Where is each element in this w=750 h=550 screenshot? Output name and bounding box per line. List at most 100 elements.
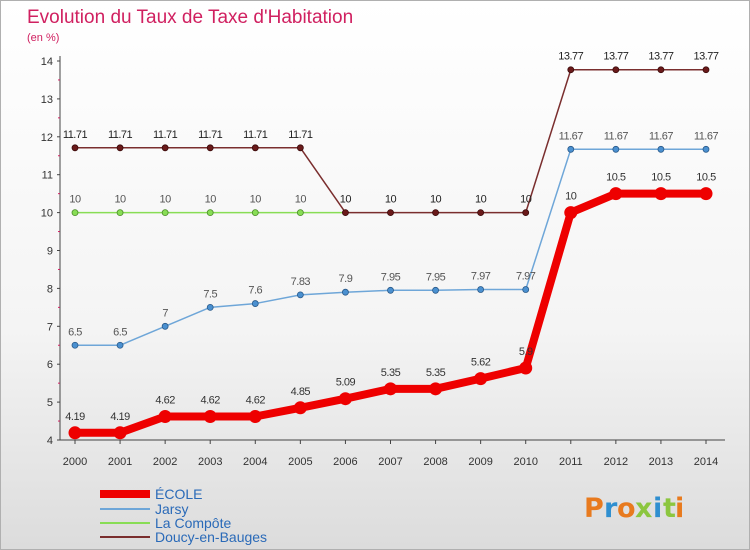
data-point: [206, 209, 214, 217]
data-label: 10: [475, 194, 487, 206]
data-label: 13.77: [648, 51, 673, 63]
y-tick-label: 14: [41, 56, 53, 68]
data-label: 10: [114, 194, 126, 206]
data-point: [161, 144, 169, 152]
data-point: [702, 66, 710, 74]
data-label: 7.95: [381, 271, 401, 283]
data-point: [612, 66, 620, 74]
logo-letter: t: [663, 493, 676, 524]
x-tick-label: 2009: [468, 456, 492, 468]
data-label: 7.95: [426, 271, 446, 283]
data-label: 13.77: [603, 51, 628, 63]
data-label: 11.67: [649, 130, 674, 142]
data-label: 10: [565, 191, 577, 203]
x-tick-label: 2001: [108, 456, 132, 468]
data-label: 11.71: [63, 129, 88, 141]
data-point: [612, 145, 620, 153]
data-point: [251, 300, 259, 307]
data-point: [206, 303, 214, 311]
data-point: [432, 209, 439, 217]
data-point: [116, 341, 124, 349]
data-point: [342, 209, 349, 217]
data-label: 7: [162, 307, 168, 319]
y-tick-label: 6: [47, 359, 53, 371]
data-label: 11.67: [694, 130, 719, 142]
y-tick-label: 10: [41, 208, 53, 220]
data-label: 6.5: [68, 326, 82, 338]
data-label: 10.5: [606, 172, 626, 184]
x-tick-label: 2003: [198, 456, 222, 468]
data-label: 11.67: [559, 130, 584, 142]
x-tick-label: 2014: [694, 456, 718, 468]
data-label: 7.5: [203, 288, 217, 300]
data-label: 4.62: [155, 395, 175, 407]
logo-letter: i: [653, 493, 662, 524]
data-point: [387, 209, 394, 217]
data-label: 11.71: [108, 129, 133, 141]
data-point: [522, 286, 530, 293]
series-1: [71, 145, 710, 349]
data-point: [68, 426, 82, 440]
data-label: 5.9: [519, 346, 533, 358]
legend-label: La Compôte: [155, 515, 231, 531]
data-point: [251, 209, 259, 217]
data-point: [293, 401, 307, 415]
data-point: [116, 209, 124, 217]
data-label: 11.71: [288, 129, 313, 141]
chart-title: Evolution du Taux de Taxe d'Habitation: [27, 7, 353, 28]
data-label: 11.67: [604, 130, 629, 142]
axes: 4 5 6 7 8 9 10 11 12 13 14 2000 2001 2002 2003 2004 2005…: [41, 56, 725, 468]
data-label: 4.62: [201, 395, 221, 407]
data-point: [432, 286, 439, 294]
data-point: [384, 382, 397, 396]
data-label: 11.71: [198, 129, 223, 141]
data-point: [567, 66, 575, 74]
data-point: [71, 144, 79, 152]
legend-label: Doucy-en-Bauges: [155, 529, 267, 545]
data-point: [71, 209, 79, 217]
y-tick-label: 4: [47, 435, 53, 447]
data-label: 4.19: [65, 411, 85, 423]
data-label: 7.97: [516, 271, 536, 283]
y-tick-label: 12: [41, 132, 53, 144]
data-point: [567, 145, 575, 153]
x-tick-label: 2010: [513, 456, 537, 468]
x-tick-label: 2005: [288, 456, 312, 468]
data-point: [474, 372, 488, 386]
data-point: [296, 291, 304, 299]
data-point: [609, 187, 623, 201]
data-label: 10: [430, 194, 442, 206]
data-label: 11.71: [243, 129, 268, 141]
data-point: [206, 144, 214, 152]
data-point: [161, 209, 169, 217]
y-tick-label: 13: [41, 94, 53, 106]
data-label: 10: [250, 194, 262, 206]
x-tick-label: 2000: [63, 456, 87, 468]
data-point: [429, 382, 443, 396]
data-label: 10.5: [696, 172, 716, 184]
logo-letter: x: [635, 493, 652, 524]
x-tick-label: 2007: [378, 456, 402, 468]
series-0: [68, 187, 713, 440]
data-point: [387, 286, 394, 294]
data-point: [113, 426, 127, 440]
legend-label: Jarsy: [155, 501, 188, 517]
series-2: [71, 209, 346, 217]
data-point: [657, 66, 665, 74]
data-label: 10: [160, 194, 172, 206]
series-layer: 6.5 6.5 7 7.5 7.6 7.83 7.9 7.95 7.95 7.97 7.97 11.6…: [63, 51, 719, 440]
data-point: [248, 410, 262, 424]
data-point: [161, 322, 169, 330]
data-label: 10: [295, 194, 307, 206]
data-label: 7.9: [339, 273, 353, 285]
data-point: [116, 144, 124, 152]
data-point: [564, 206, 578, 220]
data-label: 5.09: [336, 377, 356, 389]
y-tick-label: 9: [47, 246, 53, 258]
data-label: 5.35: [381, 367, 401, 379]
y-tick-label: 5: [47, 397, 53, 409]
data-label: 4.62: [246, 395, 266, 407]
